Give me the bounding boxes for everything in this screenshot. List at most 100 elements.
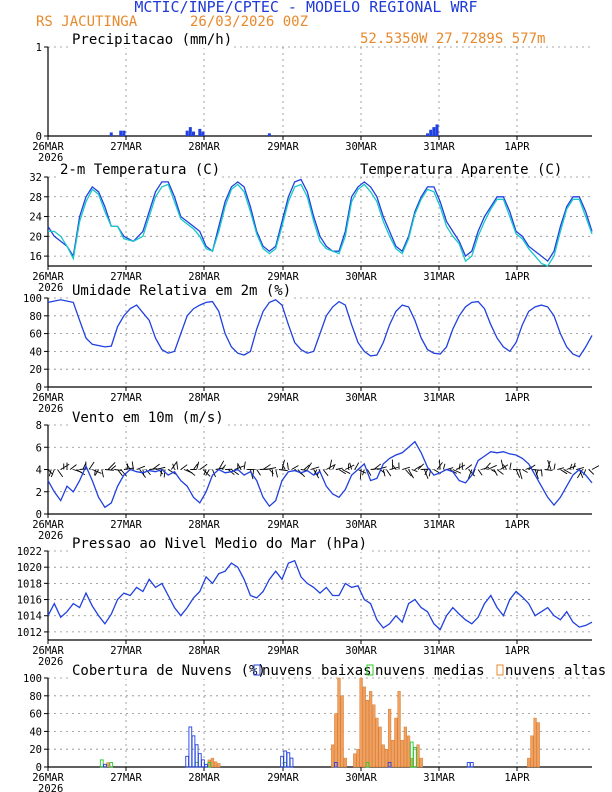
legend-label: nuvens altas (505, 663, 606, 679)
wind-arrow (234, 465, 245, 470)
cloud-bar (185, 755, 190, 768)
wind-arrow (518, 469, 523, 480)
y-tick-label: 0 (36, 509, 42, 521)
y-tick-label: 1020 (17, 562, 42, 574)
precip-bar (109, 132, 113, 136)
x-tick-label: 26MAR (32, 772, 64, 784)
y-tick-label: 32 (29, 172, 42, 184)
cloud-bar (419, 757, 423, 768)
y-tick-label: 16 (29, 251, 42, 263)
x-tick-label: 28MAR (188, 519, 220, 531)
wind-arrow (94, 469, 96, 476)
wind-arrow (357, 469, 367, 474)
precip-bar (429, 129, 433, 136)
wind-arrow (76, 469, 86, 476)
wind-arrow (547, 459, 552, 470)
panel-6: 0 20 40 60 80 100 26MAR 27MAR 28MAR 29MAR 30MAR 31M… (23, 663, 606, 792)
wind-arrow (500, 459, 504, 470)
wind-arrow (176, 462, 179, 470)
cloud-bar (378, 726, 382, 768)
series-line (47, 178, 593, 263)
x-tick-label: 30MAR (345, 772, 377, 784)
wind-arrow (467, 469, 473, 480)
x-tick-label: 1APR (504, 141, 530, 153)
x-tick-label: 29MAR (267, 645, 299, 657)
series-line (47, 559, 593, 631)
wind-arrow (553, 463, 556, 470)
cloud-bar (194, 744, 199, 768)
x-tick-label: 1APR (504, 271, 530, 283)
title-backing (70, 283, 294, 299)
wind-arrow (101, 469, 104, 478)
wind-arrow (202, 469, 211, 477)
cloud-bar (381, 744, 385, 768)
panel-4: 0 2 4 6 8 26MAR 27MAR 28MAR 29MAR 30MAR 31MAR 1APR 2… (32, 410, 600, 542)
panel-title: Precipitacao (mm/h) (72, 32, 232, 48)
wind-arrow (332, 463, 336, 470)
wind-arrow (110, 465, 117, 470)
cloud-bar (365, 700, 370, 768)
wind-arrow (588, 469, 595, 475)
wind-arrow (170, 461, 178, 470)
wind-arrow (502, 464, 507, 470)
wind-arrow (48, 469, 52, 477)
panel-1: 0 1 26MAR 27MAR 28MAR 29MAR 30MAR 31MAR 1APR 2026… (32, 31, 592, 164)
cloud-bar (103, 763, 107, 768)
wind-arrow (389, 466, 399, 470)
cloud-bar (533, 717, 537, 768)
legend-swatch (366, 664, 374, 676)
wind-arrow (458, 463, 461, 470)
panel-title: Cobertura de Nuvens (%) (72, 663, 266, 679)
x-tick-label: 1APR (504, 772, 530, 784)
wind-arrow (591, 465, 600, 470)
cloud-bar (217, 763, 221, 768)
wind-arrow (286, 462, 289, 470)
wind-arrow (243, 461, 246, 470)
cloud-bar (536, 722, 540, 768)
wind-arrow (163, 469, 166, 478)
wind-arrow (540, 469, 543, 477)
wind-arrow (125, 463, 131, 470)
wind-arrow (57, 469, 64, 478)
y-tick-label: 0 (36, 131, 42, 143)
wind-arrow (528, 464, 536, 470)
wind-arrow (231, 469, 240, 476)
y-tick-label: 1018 (17, 578, 42, 590)
wind-arrow (563, 469, 572, 475)
wind-arrow (515, 469, 521, 478)
x-tick-label: 30MAR (345, 271, 377, 283)
wind-arrow (221, 464, 226, 470)
cloud-bar (413, 746, 417, 768)
cloud-bar (286, 752, 291, 768)
wind-arrow (160, 469, 163, 477)
wind-arrow (205, 469, 210, 476)
x-tick-label: 27MAR (110, 392, 142, 404)
wind-arrow (203, 469, 207, 476)
wind-arrow (572, 462, 576, 470)
precip-bar (201, 131, 205, 136)
precip-bar (122, 130, 126, 136)
precip-bar (267, 133, 271, 136)
wind-arrow (452, 469, 462, 474)
wind-arrow (468, 469, 476, 477)
wind-arrow (465, 464, 473, 470)
legend-swatch (253, 664, 261, 676)
cloud-bar (356, 749, 360, 768)
x-tick-label: 28MAR (188, 772, 220, 784)
wind-arrow (362, 469, 365, 476)
x-tick-label: 30MAR (345, 141, 377, 153)
x-tick-label: 31MAR (423, 141, 455, 153)
x-tick-label: 26MAR (32, 271, 64, 283)
wind-arrow (310, 466, 320, 470)
legend-swatch (496, 664, 504, 676)
wind-arrow (509, 462, 512, 470)
cloud-bar (343, 757, 347, 768)
wind-arrow (455, 464, 466, 470)
cloud-bar (384, 749, 389, 768)
x-tick-label: 31MAR (423, 392, 455, 404)
wind-arrow (167, 469, 177, 475)
legend-label: nuvens medias (375, 663, 485, 679)
x-tick-label: 28MAR (188, 392, 220, 404)
cloud-bar (197, 753, 202, 768)
wind-arrow (120, 469, 127, 477)
